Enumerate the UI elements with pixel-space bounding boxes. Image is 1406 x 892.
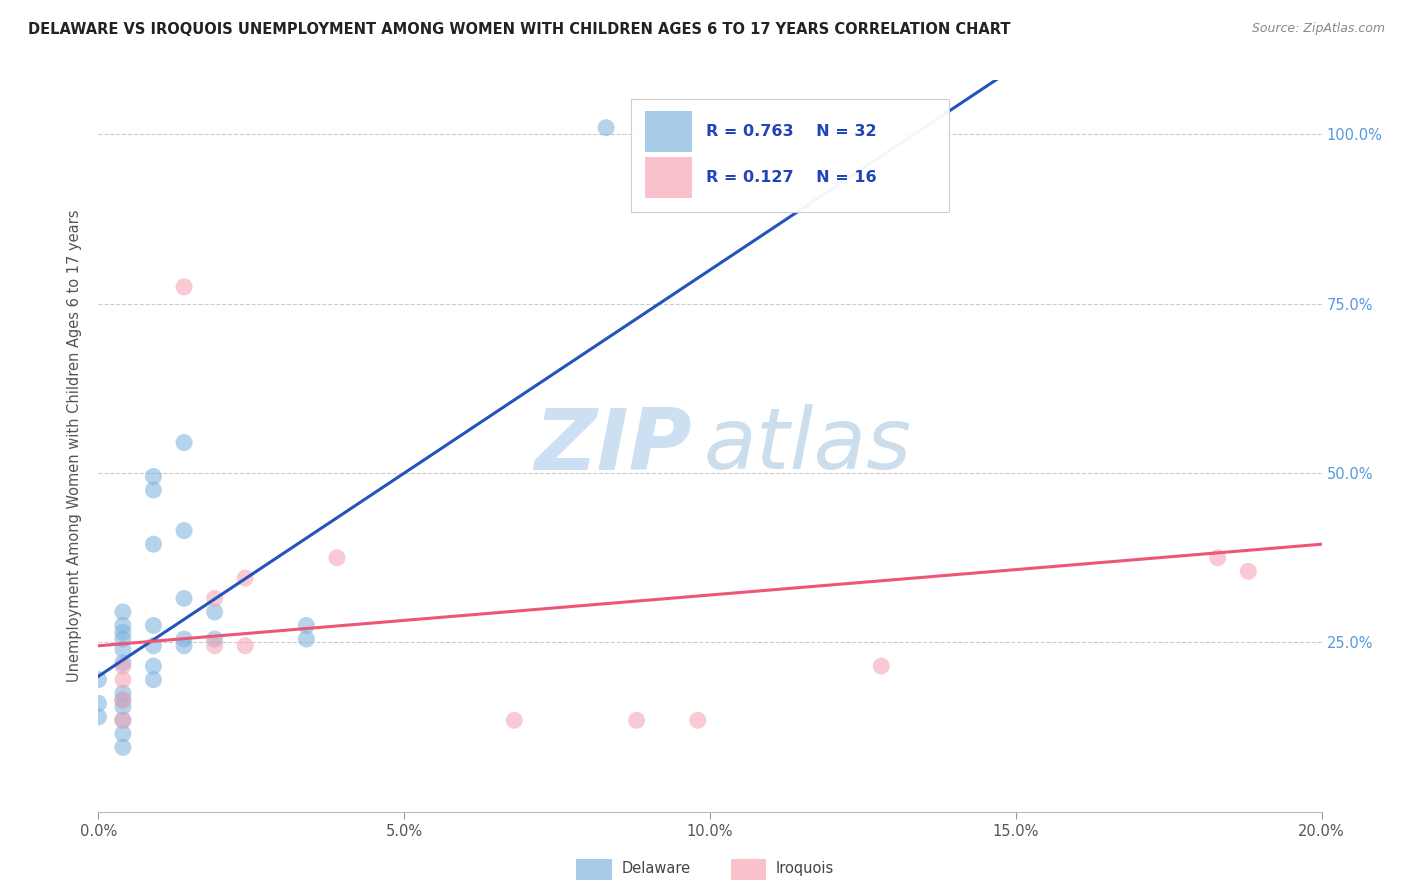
Point <box>626 714 648 728</box>
FancyBboxPatch shape <box>630 99 949 212</box>
Point <box>142 659 165 673</box>
Text: Iroquois: Iroquois <box>776 862 834 876</box>
Bar <box>645 112 692 152</box>
Y-axis label: Unemployment Among Women with Children Ages 6 to 17 years: Unemployment Among Women with Children A… <box>67 210 83 682</box>
Point <box>87 673 110 687</box>
Point <box>111 656 134 670</box>
Point <box>111 727 134 741</box>
Point <box>111 659 134 673</box>
Point <box>295 632 318 646</box>
Bar <box>645 158 692 198</box>
Text: atlas: atlas <box>704 404 912 488</box>
Point <box>295 618 318 632</box>
Point <box>173 639 195 653</box>
Point <box>204 632 226 646</box>
Point <box>503 714 526 728</box>
Point <box>233 639 256 653</box>
Point <box>142 618 165 632</box>
Text: R = 0.763    N = 32: R = 0.763 N = 32 <box>706 124 877 139</box>
Point <box>142 639 165 653</box>
Point <box>111 693 134 707</box>
Point <box>87 710 110 724</box>
Point <box>326 550 349 565</box>
Point <box>142 673 165 687</box>
Point <box>1237 564 1260 578</box>
Point <box>173 435 195 450</box>
Point <box>595 120 617 135</box>
Text: DELAWARE VS IROQUOIS UNEMPLOYMENT AMONG WOMEN WITH CHILDREN AGES 6 TO 17 YEARS C: DELAWARE VS IROQUOIS UNEMPLOYMENT AMONG … <box>28 22 1011 37</box>
Point <box>111 625 134 640</box>
Text: R = 0.127    N = 16: R = 0.127 N = 16 <box>706 170 877 185</box>
Point <box>111 618 134 632</box>
Point <box>111 714 134 728</box>
Point <box>173 632 195 646</box>
Point <box>204 605 226 619</box>
Point <box>111 686 134 700</box>
Point <box>204 639 226 653</box>
Text: Delaware: Delaware <box>621 862 690 876</box>
Point <box>142 483 165 497</box>
Point <box>204 591 226 606</box>
Point <box>173 591 195 606</box>
Point <box>87 697 110 711</box>
Point <box>111 632 134 646</box>
Point <box>111 693 134 707</box>
Point <box>1206 550 1229 565</box>
Point <box>686 714 709 728</box>
Point <box>870 659 893 673</box>
Text: ZIP: ZIP <box>534 404 692 488</box>
Point <box>111 642 134 657</box>
Point <box>111 714 134 728</box>
Point <box>233 571 256 585</box>
Point <box>142 537 165 551</box>
Point <box>111 699 134 714</box>
Point <box>173 280 195 294</box>
Point <box>111 673 134 687</box>
Point <box>111 740 134 755</box>
Text: Source: ZipAtlas.com: Source: ZipAtlas.com <box>1251 22 1385 36</box>
Point <box>142 469 165 483</box>
Point <box>173 524 195 538</box>
Point <box>111 605 134 619</box>
